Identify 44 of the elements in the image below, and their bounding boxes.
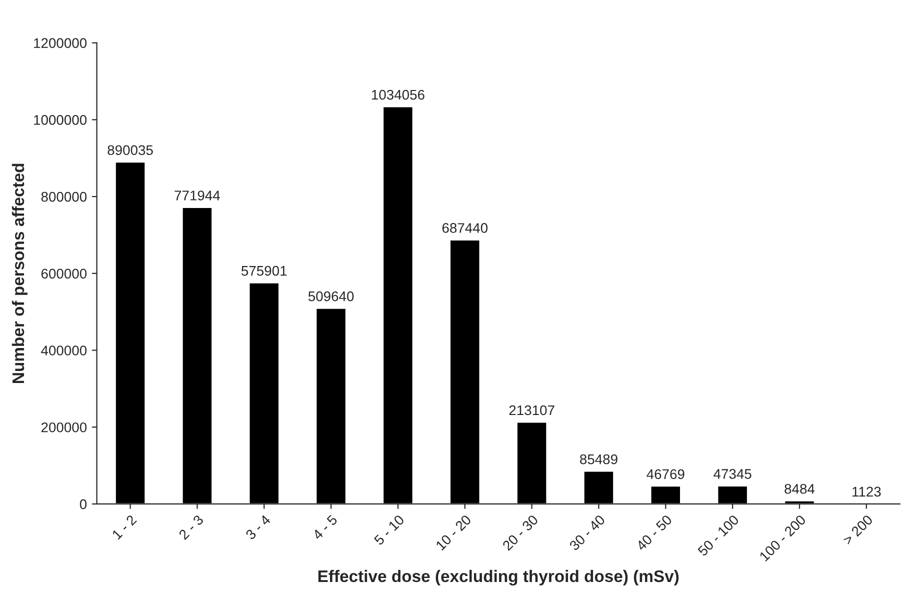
data-label: 85489 [580, 454, 618, 464]
data-label: 47345 [714, 469, 752, 479]
x-tick-label: 10 - 20 [435, 514, 472, 551]
y-axis-title: Number of persons affected [12, 164, 28, 383]
bar [582, 470, 614, 504]
y-tick-label: 0 [80, 499, 87, 510]
bar [650, 485, 682, 504]
x-tick-label: 40 - 50 [636, 514, 672, 552]
bar [315, 307, 347, 504]
x-axis-title: Effective dose (excluding thyroid dose) (mSv) [318, 570, 679, 586]
y-tick-label: 600000 [41, 268, 87, 279]
x-tick-label: 1 - 2 [112, 514, 137, 540]
x-tick-label: 4 - 5 [312, 514, 338, 540]
bar [516, 421, 548, 504]
bar [449, 239, 481, 504]
x-tick-label: > 200 [842, 514, 874, 546]
x-tick-label: 2 - 3 [178, 514, 204, 540]
data-label: 771944 [174, 190, 220, 200]
y-tick-label: 800000 [41, 192, 87, 202]
y-tick-label: 1000000 [34, 115, 87, 125]
bar [248, 282, 280, 504]
data-label: 509640 [308, 291, 354, 302]
x-tick-label: 3 - 4 [245, 514, 272, 540]
bar [716, 485, 748, 504]
data-label: 687440 [442, 223, 488, 233]
data-label: 1034056 [372, 90, 424, 100]
data-label: 8484 [784, 484, 815, 494]
bar [114, 161, 146, 504]
x-tick-label: 30 - 40 [568, 514, 606, 552]
data-label: 46769 [646, 469, 684, 480]
bar [382, 106, 414, 504]
data-label: 213107 [509, 405, 554, 416]
data-label: 890035 [108, 145, 153, 156]
data-label: 575901 [242, 266, 287, 276]
data-label: 1123 [852, 486, 881, 497]
y-tick-label: 1200000 [34, 38, 87, 48]
bar [784, 500, 816, 504]
y-tick-label: 200000 [41, 422, 87, 432]
x-tick-label: 50 - 100 [697, 514, 740, 557]
x-tick-label: 100 - 200 [759, 514, 806, 562]
y-tick-label: 400000 [41, 346, 87, 356]
x-tick-label: 5 - 10 [374, 514, 405, 546]
bar [181, 206, 213, 504]
x-tick-label: 20 - 30 [502, 514, 539, 551]
